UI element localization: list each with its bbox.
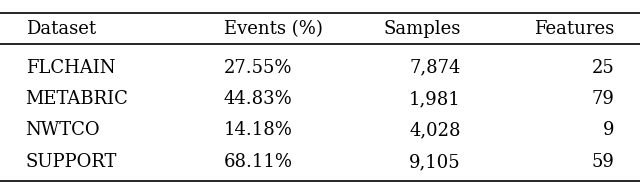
Text: METABRIC: METABRIC [26, 90, 129, 108]
Text: 4,028: 4,028 [410, 121, 461, 139]
Text: NWTCO: NWTCO [26, 121, 100, 139]
Text: Dataset: Dataset [26, 20, 96, 38]
Text: SUPPORT: SUPPORT [26, 153, 117, 171]
Text: 14.18%: 14.18% [224, 121, 293, 139]
Text: 9: 9 [603, 121, 614, 139]
Text: 27.55%: 27.55% [224, 58, 292, 77]
Text: 25: 25 [591, 58, 614, 77]
Text: 79: 79 [591, 90, 614, 108]
Text: 68.11%: 68.11% [224, 153, 293, 171]
Text: 59: 59 [591, 153, 614, 171]
Text: 7,874: 7,874 [410, 58, 461, 77]
Text: 44.83%: 44.83% [224, 90, 292, 108]
Text: Events (%): Events (%) [224, 20, 323, 38]
Text: FLCHAIN: FLCHAIN [26, 58, 115, 77]
Text: 1,981: 1,981 [409, 90, 461, 108]
Text: Features: Features [534, 20, 614, 38]
Text: 9,105: 9,105 [409, 153, 461, 171]
Text: Samples: Samples [383, 20, 461, 38]
